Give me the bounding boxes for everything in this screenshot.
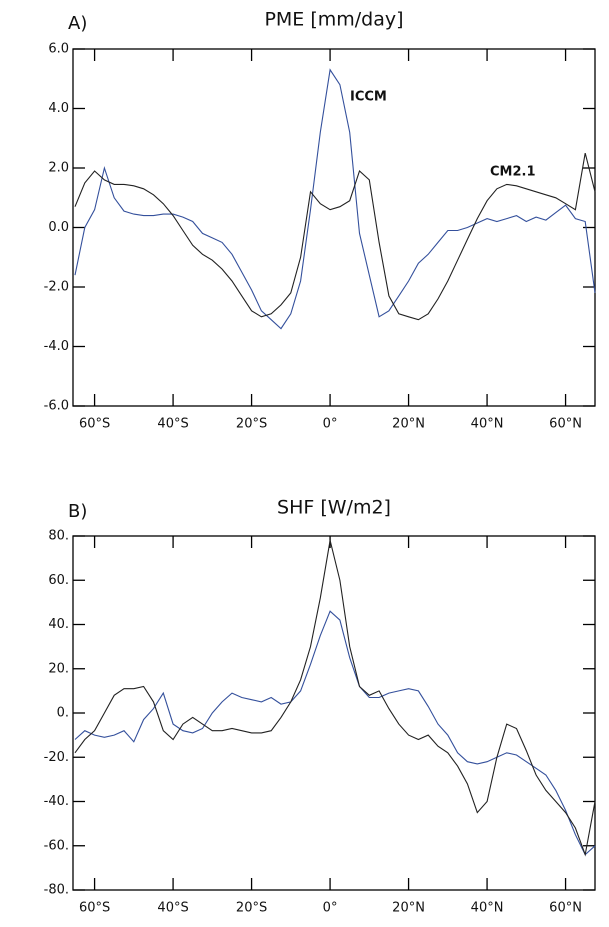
x-tick-label: 60°S <box>79 417 110 432</box>
x-tick-label: 40°N <box>471 901 504 916</box>
data-line <box>74 540 596 857</box>
y-tick-label: -60. <box>44 838 69 853</box>
series-label: CM2.1 <box>490 165 536 180</box>
data-line <box>74 152 596 321</box>
y-tick-label: 80. <box>48 529 69 544</box>
plot-frame <box>72 48 596 407</box>
x-tick-label: 40°S <box>157 417 188 432</box>
chart-title: PME [mm/day] <box>264 9 403 31</box>
x-tick-label: 40°N <box>471 417 504 432</box>
y-tick-label: 60. <box>48 573 69 588</box>
panel-label: A) <box>68 13 87 34</box>
x-tick-label: 0° <box>323 417 338 432</box>
x-tick-label: 20°N <box>392 901 425 916</box>
y-tick-label: 6.0 <box>48 42 69 57</box>
y-tick-label: 40. <box>48 617 69 632</box>
x-tick-label: 20°S <box>236 417 267 432</box>
x-tick-label: 60°N <box>549 417 582 432</box>
x-tick-label: 60°N <box>549 901 582 916</box>
y-tick-label: -20. <box>44 750 69 765</box>
y-tick-label: 0. <box>57 706 69 721</box>
y-tick-label: -6.0 <box>44 399 69 414</box>
y-tick-label: -2.0 <box>44 280 69 295</box>
y-tick-label: -40. <box>44 794 69 809</box>
x-tick-label: 40°S <box>157 901 188 916</box>
chart-title: SHF [W/m2] <box>277 497 391 519</box>
y-tick-label: -4.0 <box>44 339 69 354</box>
y-tick-label: 4.0 <box>48 101 69 116</box>
y-tick-label: 2.0 <box>48 161 69 176</box>
series-label: ICCM <box>350 90 387 105</box>
y-tick-label: 20. <box>48 661 69 676</box>
panel-label: B) <box>68 501 87 522</box>
plot-frame <box>72 535 596 891</box>
x-tick-label: 0° <box>323 901 338 916</box>
data-line <box>74 610 596 856</box>
x-tick-label: 20°S <box>236 901 267 916</box>
y-tick-label: -80. <box>44 883 69 898</box>
y-tick-label: 0.0 <box>48 220 69 235</box>
x-tick-label: 20°N <box>392 417 425 432</box>
x-tick-label: 60°S <box>79 901 110 916</box>
data-line <box>74 68 596 330</box>
